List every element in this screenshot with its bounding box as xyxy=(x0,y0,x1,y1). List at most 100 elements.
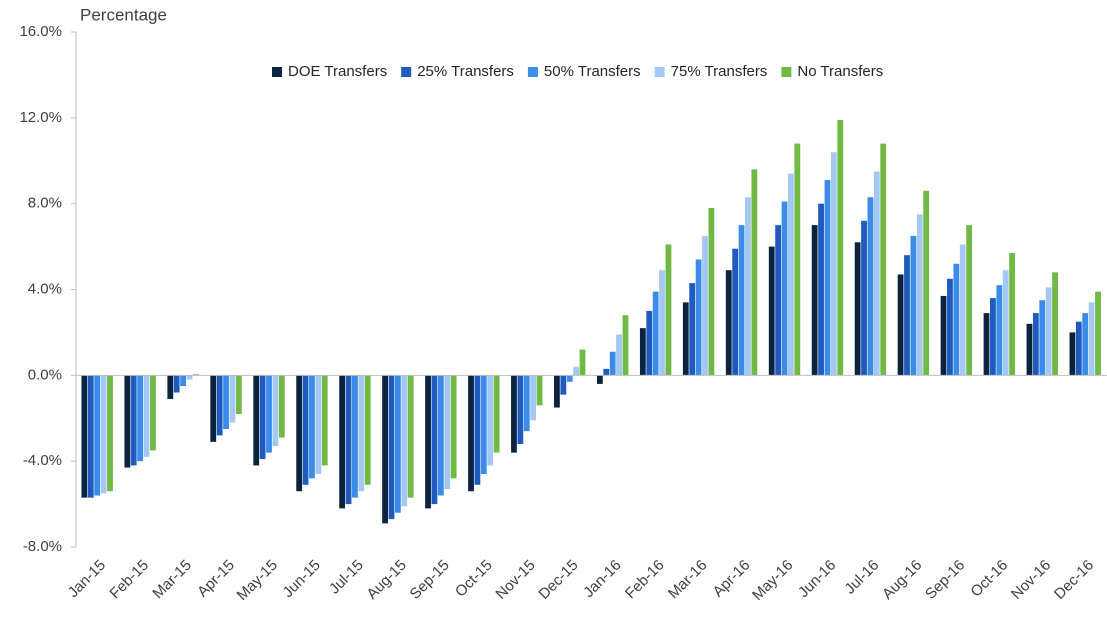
x-tick-label: May-16 xyxy=(749,557,796,604)
bar xyxy=(818,203,824,376)
bar xyxy=(309,375,315,479)
legend-swatch xyxy=(527,67,538,77)
bar xyxy=(560,375,567,395)
bar xyxy=(916,214,923,376)
y-tick-label: 12.0% xyxy=(19,109,62,126)
bar xyxy=(616,334,622,376)
bar xyxy=(983,313,990,376)
bar xyxy=(959,244,966,376)
x-tick-label: Sep-15 xyxy=(407,557,453,603)
x-tick-label: Mar-15 xyxy=(149,557,195,603)
y-tick-label: 4.0% xyxy=(28,280,62,297)
x-tick-label: Nov-15 xyxy=(492,557,538,603)
bar xyxy=(266,375,272,453)
bar xyxy=(523,375,530,432)
bar xyxy=(487,375,494,466)
x-tick-label: Jun-16 xyxy=(795,557,839,601)
x-tick-label: Oct-15 xyxy=(452,557,496,601)
bar xyxy=(253,375,260,466)
bar xyxy=(229,375,236,423)
bar xyxy=(725,270,732,376)
bar xyxy=(216,375,223,436)
bar xyxy=(517,375,524,444)
bar xyxy=(1032,313,1039,376)
bar xyxy=(609,351,616,376)
bar xyxy=(137,375,144,462)
x-tick-label: Apr-16 xyxy=(710,557,754,601)
bar xyxy=(966,225,973,376)
bar xyxy=(223,375,229,429)
bar xyxy=(278,375,285,438)
bar xyxy=(781,201,788,376)
bar xyxy=(1075,321,1082,376)
bar xyxy=(554,375,560,408)
x-tick-label: Jan-15 xyxy=(65,557,109,601)
bar xyxy=(493,375,500,453)
bar xyxy=(480,375,487,475)
bar xyxy=(444,375,451,490)
bar xyxy=(880,143,887,376)
bar xyxy=(167,375,174,399)
bar xyxy=(824,180,831,376)
bar xyxy=(321,375,328,466)
x-tick-label: Dec-16 xyxy=(1051,557,1097,603)
bar xyxy=(339,375,346,509)
bar xyxy=(81,375,88,498)
bar xyxy=(150,375,156,451)
bar xyxy=(130,375,137,466)
bar xyxy=(1095,291,1101,376)
bar xyxy=(364,375,371,485)
x-tick-label: Oct-16 xyxy=(967,557,1011,601)
bar xyxy=(573,366,580,376)
bar xyxy=(837,119,844,376)
bar xyxy=(923,190,930,376)
bar xyxy=(732,248,739,376)
bar xyxy=(394,375,401,513)
legend-label: 25% Transfers xyxy=(417,63,514,80)
bar xyxy=(296,375,303,492)
bar xyxy=(566,375,573,382)
bar xyxy=(358,375,365,492)
bar xyxy=(947,278,953,376)
x-tick-label: Apr-15 xyxy=(194,557,238,601)
x-tick-label: Jul-15 xyxy=(326,557,367,598)
bar xyxy=(775,225,782,376)
bar xyxy=(1088,302,1095,376)
legend-label: 50% Transfers xyxy=(544,63,641,80)
legend-swatch xyxy=(401,67,412,77)
bar xyxy=(639,328,646,376)
x-tick-label: Feb-15 xyxy=(106,557,152,603)
bar xyxy=(953,263,960,376)
bar xyxy=(474,375,481,485)
bar xyxy=(407,375,414,498)
bar xyxy=(437,375,444,496)
bar xyxy=(788,173,794,376)
x-tick-label: Dec-15 xyxy=(535,557,581,603)
bar xyxy=(665,244,672,376)
bar xyxy=(511,375,517,453)
bar xyxy=(873,171,880,376)
bar xyxy=(272,375,279,447)
bar xyxy=(94,375,101,496)
bar xyxy=(235,375,242,414)
bar xyxy=(530,375,537,421)
bar xyxy=(652,291,659,376)
bar xyxy=(302,375,309,485)
bar xyxy=(702,235,708,376)
bar xyxy=(904,255,910,376)
bar xyxy=(596,375,603,384)
x-tick-label: Sep-16 xyxy=(922,557,968,603)
bar xyxy=(1045,287,1052,376)
bar xyxy=(315,375,322,475)
bar xyxy=(794,143,801,376)
legend-swatch xyxy=(272,67,282,77)
bar xyxy=(124,375,131,468)
bar xyxy=(990,298,996,376)
bar xyxy=(811,225,818,376)
x-tick-label: Aug-16 xyxy=(879,557,925,603)
y-tick-label: -8.0% xyxy=(23,538,62,555)
bar xyxy=(536,375,543,406)
bar xyxy=(425,375,431,509)
bar xyxy=(259,375,266,460)
